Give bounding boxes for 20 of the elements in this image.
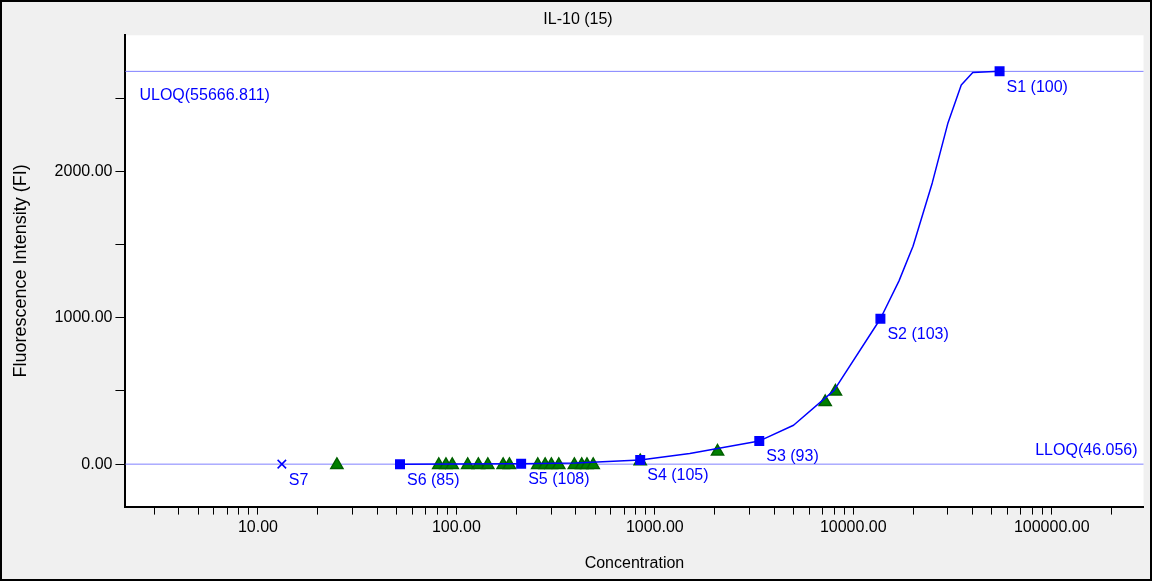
chart-title: IL-10 (15) [543, 10, 613, 28]
annotation: S4 (105) [647, 466, 709, 484]
annotation: S2 (103) [887, 325, 949, 343]
x-axis-title: Concentration [584, 553, 685, 571]
x-tick-label: 10000.00 [819, 517, 887, 535]
y-tick-label: 1000.00 [54, 308, 113, 326]
x-tick-label: 10.00 [237, 517, 279, 535]
y-tick-label: 2000.00 [54, 161, 113, 179]
annotation: S1 (100) [1006, 77, 1068, 95]
y-tick-label: 0.00 [81, 454, 113, 472]
annotation: S6 (85) [407, 470, 460, 488]
ref-line-label: ULOQ(55666.811) [139, 85, 270, 103]
x-tick-label: 100000.00 [1013, 517, 1090, 535]
x-tick-label: 1000.00 [625, 517, 684, 535]
annotation: S3 (93) [766, 447, 819, 465]
annotation: S7 [288, 470, 309, 488]
annotation: S5 (108) [528, 470, 590, 488]
x-tick-label: 100.00 [431, 517, 481, 535]
y-axis-title: Fluorescence Intensity (FI) [9, 164, 30, 378]
ref-line-label: LLOQ(46.056) [1035, 440, 1138, 458]
